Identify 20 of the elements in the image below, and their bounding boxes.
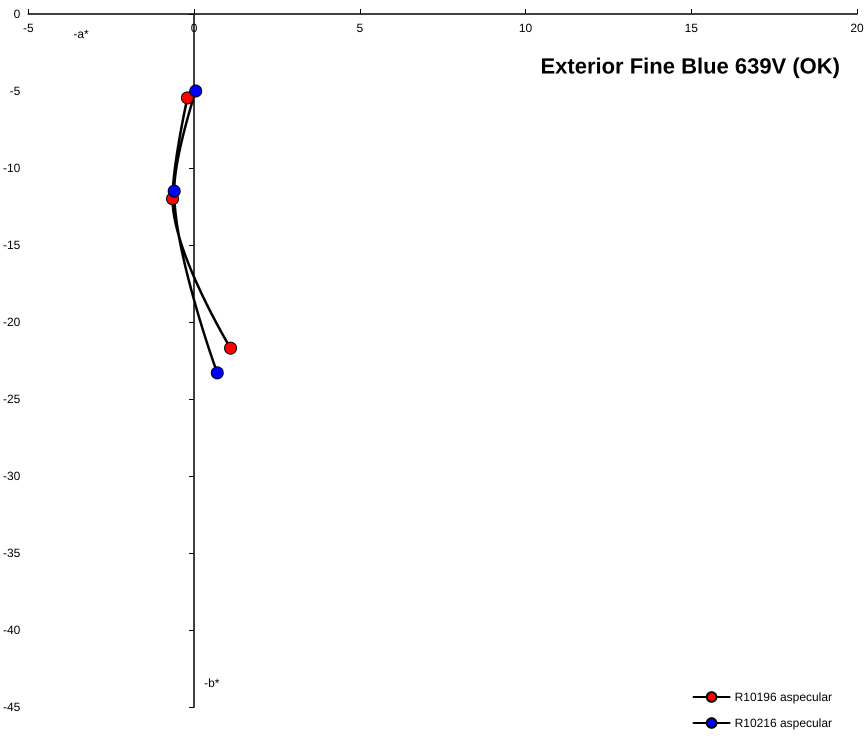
y-tick-label: -35	[3, 546, 21, 560]
legend-label: R10216 aspecular	[734, 716, 832, 730]
text: Exterior Fine Blue 639V (OK)	[540, 54, 840, 78]
y-tick-label: -20	[3, 315, 21, 329]
x-tick-label: 10	[518, 21, 533, 35]
x-axis-title: -a*	[73, 27, 90, 41]
y-tick-label: -25	[3, 392, 21, 406]
y-axis-title: -b*	[204, 676, 220, 690]
y-tick-label: -10	[3, 161, 21, 175]
y-tick-label: -40	[3, 623, 21, 637]
y-tick-label: 0	[14, 7, 21, 21]
x-tick-label: 20	[850, 21, 864, 35]
x-tick-label: 5	[356, 21, 364, 35]
y-tick-label: -30	[3, 469, 21, 483]
x-tick-label: -5	[23, 21, 34, 35]
y-tick-label: -5	[10, 84, 21, 98]
y-tick-label: -45	[3, 700, 21, 714]
y-tick-label: -15	[3, 238, 21, 252]
x-tick-label: 15	[684, 21, 698, 35]
legend-label: R10196 aspecular	[734, 690, 832, 704]
